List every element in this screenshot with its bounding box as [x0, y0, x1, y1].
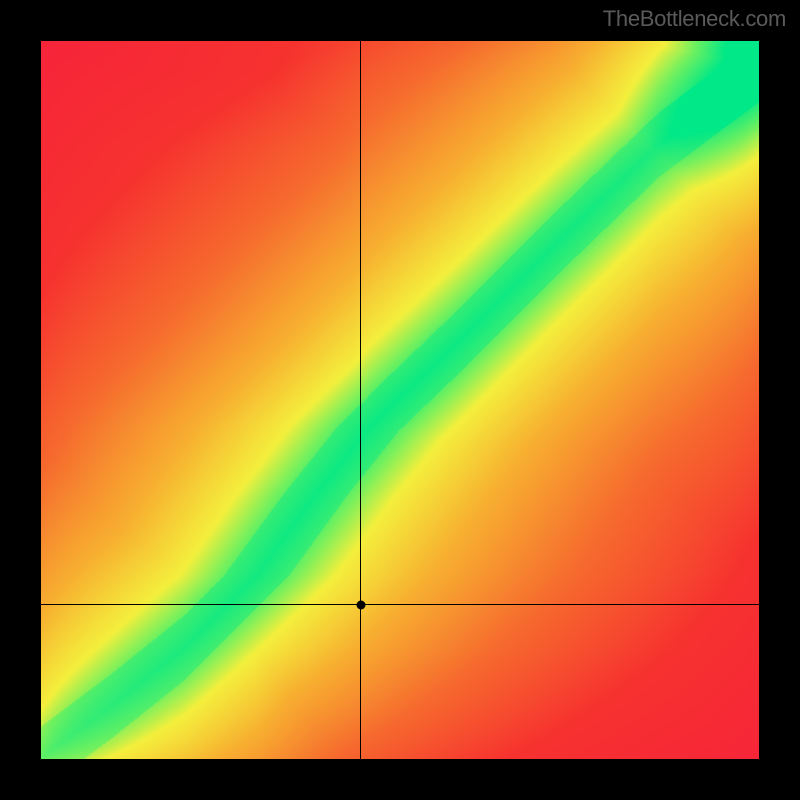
- crosshair-marker: [356, 600, 365, 609]
- crosshair-horizontal: [41, 604, 759, 605]
- bottleneck-heatmap: [41, 41, 759, 759]
- crosshair-vertical: [360, 41, 361, 759]
- watermark-text: TheBottleneck.com: [603, 6, 786, 32]
- plot-area: [41, 41, 759, 759]
